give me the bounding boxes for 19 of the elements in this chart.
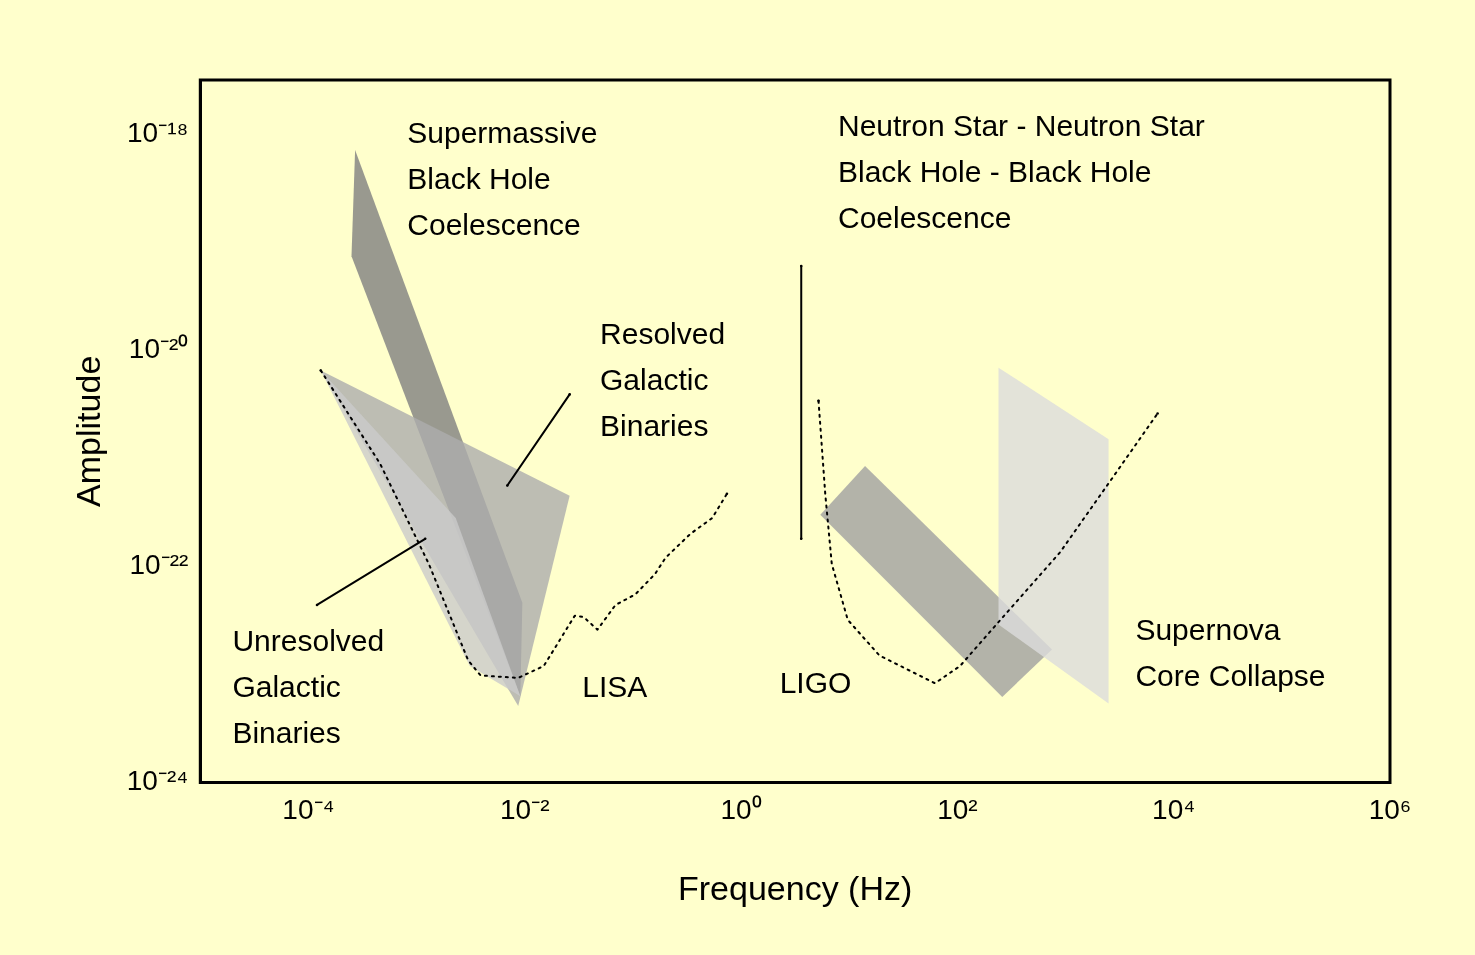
x-tick-label: 10⁴: [1152, 794, 1196, 826]
x-tick-label: 10⁻²: [500, 794, 550, 826]
annotation: Neutron Star - Neutron Star Black Hole - Black Hole Coelescence: [837, 108, 1205, 234]
x-tick-label: 10²: [937, 794, 978, 826]
y-tick-label: 10⁻²²: [129, 549, 189, 581]
y-tick-label: 10⁻²⁴: [126, 765, 189, 797]
x-tick-label: 10⁰: [720, 794, 762, 826]
annotation: Supernova Core Collapse: [1135, 613, 1326, 693]
x-axis-title: Frequency (Hz): [678, 868, 913, 907]
x-tick-label: 10⁻⁴: [282, 794, 335, 826]
y-axis-title: Amplitude: [68, 355, 107, 507]
annotation: LISA: [582, 669, 648, 703]
annotation: Unresolved Galactic Binaries: [232, 623, 385, 749]
y-tick-label: 10⁻²⁰: [128, 332, 189, 364]
x-tick-label: 10⁶: [1368, 794, 1412, 826]
y-tick-label: 10⁻¹⁸: [127, 116, 189, 148]
annotation: Supermassive Black Hole Coelescence: [407, 116, 598, 242]
annotation: Resolved Galactic Binaries: [600, 316, 726, 442]
annotation: LIGO: [779, 665, 852, 699]
